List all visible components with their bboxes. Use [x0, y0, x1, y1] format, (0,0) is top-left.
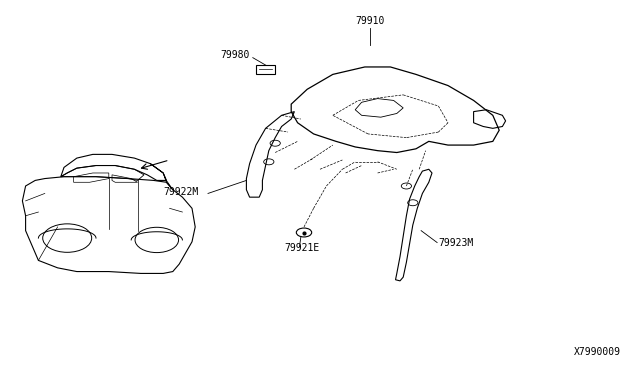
Text: 79921E: 79921E [285, 243, 320, 253]
Text: 79910: 79910 [355, 16, 385, 26]
Text: 79922M: 79922M [163, 187, 198, 197]
Text: X7990009: X7990009 [574, 347, 621, 357]
Text: 79980: 79980 [221, 49, 250, 60]
Text: 79923M: 79923M [438, 237, 474, 247]
